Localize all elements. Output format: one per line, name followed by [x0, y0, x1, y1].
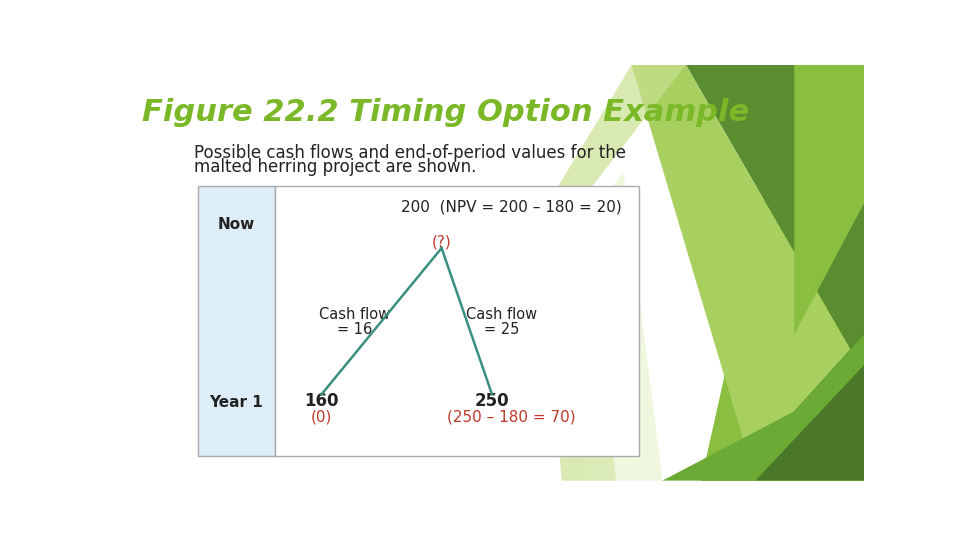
Text: = 16: = 16	[337, 322, 372, 337]
Text: = 25: = 25	[484, 322, 519, 337]
Polygon shape	[539, 65, 685, 481]
Polygon shape	[585, 173, 662, 481]
Polygon shape	[701, 65, 864, 481]
Text: malted herring project are shown.: malted herring project are shown.	[194, 158, 476, 176]
Bar	[198, 186, 275, 456]
Polygon shape	[662, 334, 864, 481]
Bar	[275, 186, 639, 456]
Text: Now: Now	[218, 218, 254, 232]
Text: 250: 250	[474, 392, 510, 409]
Text: 200  (NPV = 200 – 180 = 20): 200 (NPV = 200 – 180 = 20)	[401, 200, 622, 215]
Text: Possible cash flows and end-of-period values for the: Possible cash flows and end-of-period va…	[194, 144, 626, 162]
Polygon shape	[632, 65, 864, 481]
Text: 160: 160	[304, 392, 339, 409]
Text: (0): (0)	[311, 410, 332, 425]
Text: (?): (?)	[432, 234, 451, 249]
Text: (250 – 180 = 70): (250 – 180 = 70)	[447, 410, 576, 425]
Text: Cash flow: Cash flow	[319, 307, 390, 322]
Polygon shape	[756, 334, 864, 481]
Polygon shape	[756, 65, 864, 334]
Text: Year 1: Year 1	[209, 395, 263, 409]
Polygon shape	[685, 65, 864, 373]
Text: Figure 22.2 Timing Option Example: Figure 22.2 Timing Option Example	[142, 98, 749, 127]
Text: Cash flow: Cash flow	[467, 307, 538, 322]
